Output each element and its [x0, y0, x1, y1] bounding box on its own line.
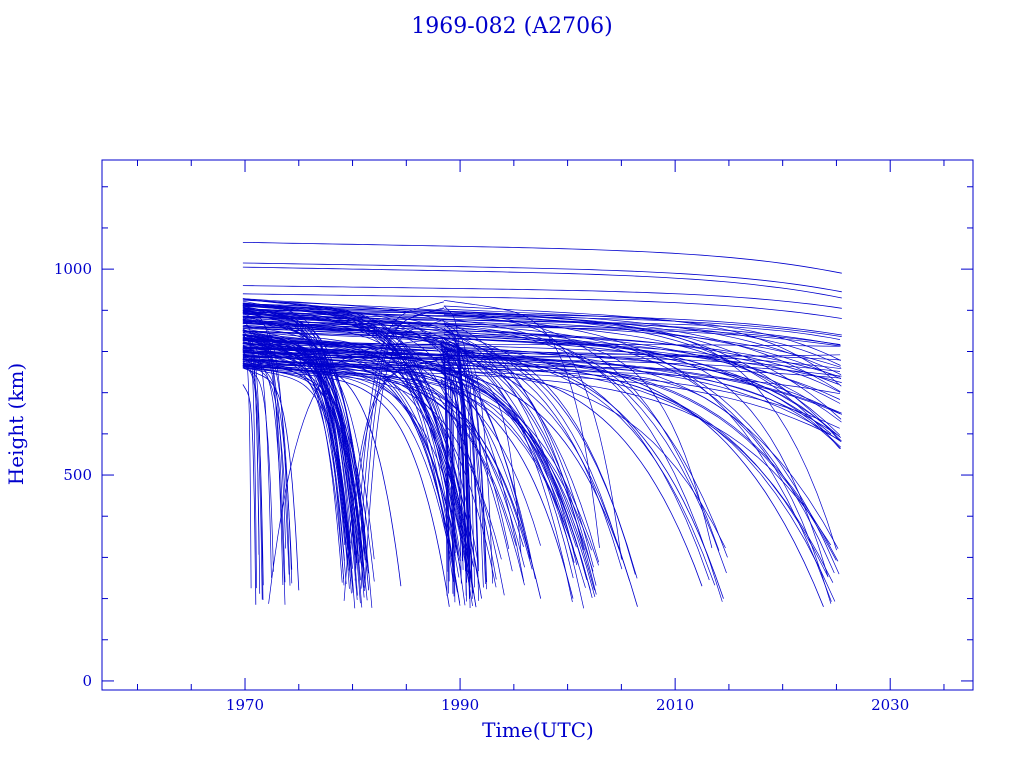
decay-trace: [242, 262, 842, 293]
y-tick-label: 500: [63, 466, 92, 484]
decay-trace: [242, 312, 842, 337]
decay-trace: [242, 311, 842, 380]
decay-trace: [242, 335, 477, 607]
decay-trace: [242, 242, 842, 274]
decay-trace: [242, 356, 834, 583]
decay-trace: [242, 317, 842, 368]
decay-trace: [242, 343, 460, 578]
decay-trace: [242, 266, 842, 299]
decay-trace: [242, 308, 832, 602]
decay-trace: [242, 363, 542, 599]
y-tick-label: 1000: [54, 260, 92, 278]
decay-trace: [440, 336, 455, 597]
plot-frame: [101, 159, 974, 691]
decay-trace: [242, 363, 840, 441]
decay-trace: [242, 293, 842, 319]
decay-trace: [242, 308, 723, 602]
decay-trace: [242, 285, 842, 309]
decay-trace: [242, 339, 842, 383]
decay-trace: [242, 348, 841, 415]
decay-trace: [354, 301, 444, 581]
decay-trace: [242, 346, 841, 437]
decay-trace: [443, 305, 842, 387]
decay-trace: [242, 316, 350, 589]
decay-trace: [440, 368, 484, 588]
decay-trace: [242, 359, 579, 565]
decay-trace: [242, 365, 831, 546]
decay-trace: [242, 303, 842, 376]
decay-trace: [242, 347, 842, 414]
decay-trace: [440, 358, 473, 581]
decay-trace: [242, 350, 842, 442]
decay-trace: [242, 384, 257, 605]
decay-trace: [242, 321, 597, 586]
decay-trace: [440, 376, 486, 585]
decay-trace: [242, 334, 513, 572]
decay-trace: [443, 315, 841, 366]
decay-trace: [242, 367, 502, 560]
decay-trace: [242, 359, 840, 429]
decay-trace: [242, 330, 351, 561]
x-tick-label: 2010: [656, 696, 694, 714]
chart-title: 1969-082 (A2706): [411, 14, 613, 39]
decay-trace: [242, 346, 839, 562]
chart-axes: 1970 1990 2010 2030 0 500 1000: [54, 159, 974, 714]
decay-trace: [242, 358, 293, 570]
decay-trace: [440, 346, 448, 596]
decay-trace: [242, 316, 636, 575]
decay-trace: [242, 367, 353, 569]
decay-trace: [242, 359, 726, 549]
decay-trace: [242, 365, 586, 588]
x-axis-label: Time(UTC): [482, 718, 594, 742]
decay-trace: [443, 361, 832, 604]
decay-trace: [440, 344, 449, 572]
decay-trace: [440, 378, 467, 602]
y-tick-label: 0: [82, 672, 92, 690]
decay-trace: [242, 323, 600, 563]
decay-trace: [242, 329, 257, 589]
x-tick-label: 1970: [226, 696, 264, 714]
decay-trace: [242, 348, 252, 589]
decay-trace: [242, 326, 841, 404]
decay-trace: [440, 344, 487, 590]
y-axis-label: Height (km): [4, 362, 28, 486]
decay-trace: [242, 330, 841, 400]
decay-trace: [443, 299, 600, 548]
decay-trace: [440, 365, 471, 588]
decay-trace: [443, 348, 842, 442]
decay-trace: [242, 322, 842, 423]
decay-trace: [242, 364, 841, 395]
decay-trace: [242, 360, 533, 570]
decay-trace: [242, 316, 841, 346]
decay-trace: [242, 313, 840, 436]
decay-trace: [242, 298, 585, 550]
x-tick-label: 1990: [441, 696, 479, 714]
decay-trace: [440, 360, 473, 579]
decay-trace: [242, 358, 599, 566]
decay-trace: [440, 336, 488, 583]
x-tick-label: 2030: [871, 696, 909, 714]
decay-trace: [242, 330, 482, 599]
decay-trace: [242, 328, 287, 549]
decay-traces: [242, 242, 842, 609]
decay-trace: [242, 326, 841, 378]
decay-trace: [242, 363, 842, 379]
decay-trace: [242, 354, 841, 358]
decay-trace: [440, 364, 454, 582]
decay-trace: [242, 348, 842, 370]
